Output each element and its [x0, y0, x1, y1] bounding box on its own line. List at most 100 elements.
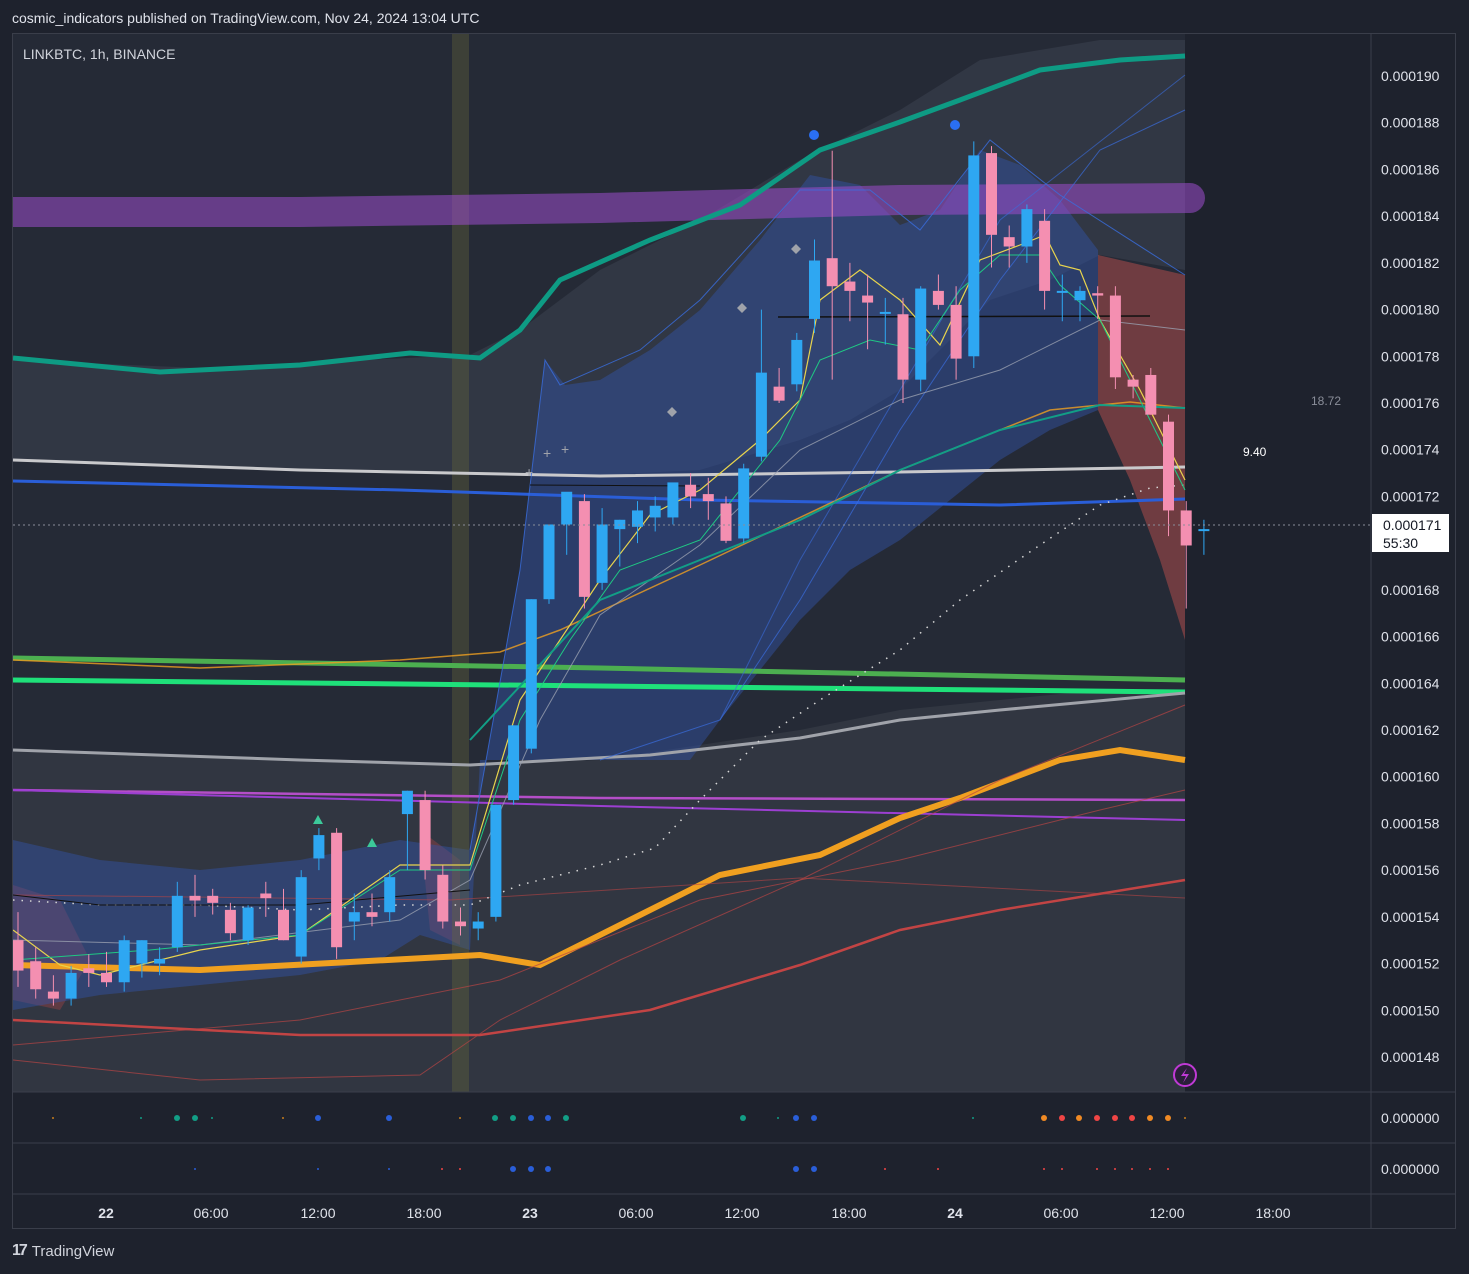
candle-body[interactable]: [1021, 209, 1033, 247]
candle-body[interactable]: [879, 311, 891, 314]
signal-dot: [211, 1117, 213, 1119]
candle-body[interactable]: [968, 155, 980, 357]
signal-dot: [950, 120, 960, 130]
candle-body[interactable]: [171, 895, 183, 948]
tradingview-logo[interactable]: 17 TradingView: [12, 1242, 114, 1260]
buy-triangle: [367, 838, 377, 847]
orange-thin-line: [13, 401, 1186, 669]
signal-dot: [528, 1115, 534, 1121]
candle-body[interactable]: [242, 907, 254, 941]
candle-body[interactable]: [1092, 293, 1104, 296]
candle-body[interactable]: [755, 372, 767, 457]
candle-body[interactable]: [543, 524, 555, 600]
candle-body[interactable]: [508, 725, 520, 801]
candle-body[interactable]: [578, 501, 590, 597]
candle-body[interactable]: [614, 519, 626, 530]
bar-countdown: 55:30: [1383, 535, 1418, 551]
signal-dot: [811, 1115, 817, 1121]
candle-body[interactable]: [702, 494, 714, 502]
bb-line-3: [719, 74, 1186, 721]
signal-dot: [937, 1168, 939, 1170]
candle-body[interactable]: [561, 491, 573, 525]
candle-body[interactable]: [313, 835, 325, 859]
symbol-label[interactable]: LINKBTC, 1h, BINANCE: [23, 46, 176, 62]
time-tick-label: 22: [98, 1205, 114, 1221]
price-tick-label: 0.000178: [1381, 348, 1440, 364]
candle-body[interactable]: [525, 599, 537, 749]
candle-body[interactable]: [101, 972, 112, 983]
candle-body[interactable]: [260, 893, 272, 899]
candle-body[interactable]: [809, 260, 820, 319]
candle-body[interactable]: [897, 314, 909, 380]
candle-body[interactable]: [986, 153, 997, 235]
candle-body[interactable]: [295, 877, 307, 957]
candle-body[interactable]: [596, 524, 608, 583]
candle-body[interactable]: [154, 958, 166, 964]
candle-body[interactable]: [1074, 290, 1086, 301]
candle-body[interactable]: [1003, 237, 1015, 247]
signal-dot: [386, 1115, 392, 1121]
candle-body[interactable]: [437, 874, 449, 922]
candle-body[interactable]: [331, 832, 343, 948]
white-ma-line: [13, 458, 1186, 478]
candle-body[interactable]: [862, 295, 874, 303]
candle-body[interactable]: [791, 339, 803, 385]
candle-body[interactable]: [738, 468, 750, 539]
signal-dot: [388, 1168, 390, 1170]
plus-marker: +: [543, 445, 551, 461]
candle-body[interactable]: [720, 503, 732, 541]
candle-body[interactable]: [950, 304, 962, 359]
candle-body[interactable]: [348, 912, 360, 922]
price-tick-label: 0.000176: [1381, 395, 1440, 411]
candle-body[interactable]: [472, 921, 484, 929]
candle-body[interactable]: [932, 290, 944, 305]
price-axis[interactable]: 0.000190 0.000188 0.000186 0.000184 0.000182…: [1381, 68, 1440, 1065]
candle-body[interactable]: [667, 482, 679, 518]
candle-body[interactable]: [1109, 295, 1121, 378]
green-ma-line: [13, 655, 1186, 683]
candle-body[interactable]: [83, 968, 95, 973]
time-tick-label: 24: [947, 1205, 963, 1221]
candle-body[interactable]: [455, 921, 466, 927]
time-axis[interactable]: 22 06:00 12:00 18:00 23 06:00 12:00 18:00 24 06:0…: [98, 1205, 1291, 1221]
candle-body[interactable]: [1039, 220, 1051, 291]
candle-body[interactable]: [1198, 529, 1210, 532]
price-tick-label: 0.000172: [1381, 488, 1440, 504]
candle-body[interactable]: [278, 909, 289, 941]
candle-body[interactable]: [401, 790, 413, 815]
time-tick-label: 18:00: [831, 1205, 866, 1221]
candle-body[interactable]: [915, 288, 927, 380]
candle-body[interactable]: [1056, 290, 1068, 293]
candle-body[interactable]: [30, 961, 42, 990]
candle-body[interactable]: [419, 800, 431, 871]
signal-dot: [317, 1168, 319, 1170]
candle-body[interactable]: [490, 804, 502, 917]
signal-dot: [510, 1115, 516, 1121]
candle-body[interactable]: [773, 386, 785, 401]
candle-body[interactable]: [384, 877, 396, 913]
candle-body[interactable]: [224, 909, 236, 934]
candle-body[interactable]: [366, 912, 378, 917]
candle-body[interactable]: [826, 258, 838, 287]
candle-body[interactable]: [685, 484, 697, 497]
candle-body[interactable]: [189, 895, 201, 901]
candle-body[interactable]: [118, 940, 130, 983]
plus-marker: +: [561, 441, 569, 457]
signal-dot: [441, 1168, 443, 1170]
candle-body[interactable]: [13, 940, 24, 971]
candle-body[interactable]: [1127, 379, 1139, 387]
candle-body[interactable]: [649, 505, 661, 518]
candle-body[interactable]: [65, 972, 77, 999]
candle-body[interactable]: [207, 895, 219, 903]
candle-body[interactable]: [632, 510, 643, 527]
candle-body[interactable]: [844, 281, 856, 291]
candle-body[interactable]: [1180, 510, 1192, 546]
candle-body[interactable]: [1145, 374, 1157, 415]
signal-dot: [1114, 1168, 1116, 1170]
diamond-marker: [667, 407, 677, 417]
candle-body[interactable]: [47, 991, 59, 999]
candle-body[interactable]: [1163, 421, 1174, 511]
session-highlight: [452, 34, 469, 1092]
candle-body[interactable]: [136, 940, 148, 964]
